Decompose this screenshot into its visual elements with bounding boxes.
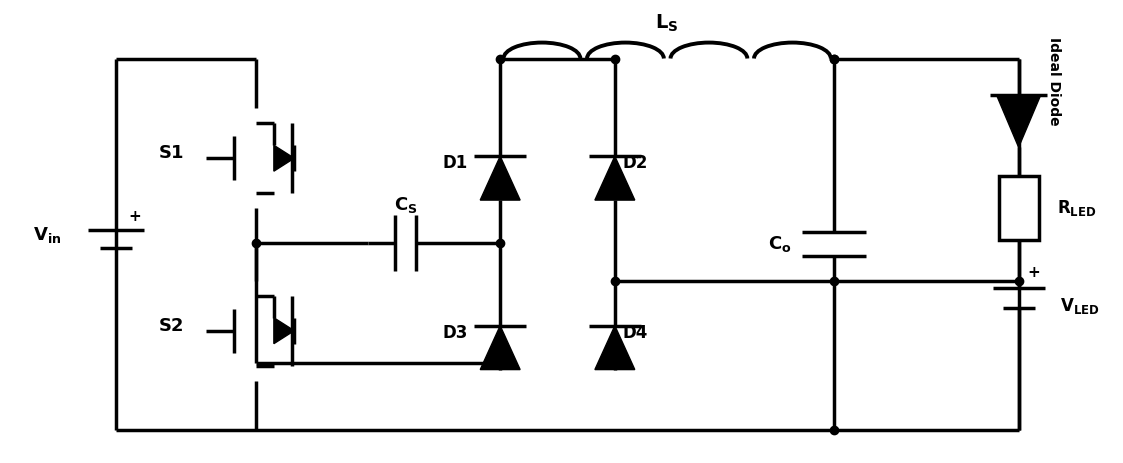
Text: $\mathbf{V_{LED}}$: $\mathbf{V_{LED}}$ [1060, 296, 1101, 316]
Text: $\mathbf{R_{LED}}$: $\mathbf{R_{LED}}$ [1057, 198, 1096, 218]
Text: D4: D4 [623, 324, 648, 342]
Text: +: + [128, 208, 140, 224]
Text: $\mathbf{V_{in}}$: $\mathbf{V_{in}}$ [33, 225, 62, 245]
Polygon shape [274, 145, 294, 171]
Text: D2: D2 [623, 154, 648, 172]
Polygon shape [595, 156, 634, 200]
Text: +: + [1028, 265, 1040, 281]
Text: $\mathbf{C_S}$: $\mathbf{C_S}$ [394, 195, 418, 215]
Text: Ideal Diode: Ideal Diode [1047, 37, 1060, 126]
Polygon shape [481, 156, 520, 200]
Text: $\mathbf{L_S}$: $\mathbf{L_S}$ [656, 13, 679, 34]
Text: D1: D1 [442, 154, 468, 172]
Text: S1: S1 [158, 144, 184, 162]
Polygon shape [274, 318, 294, 344]
Text: D3: D3 [442, 324, 468, 342]
Text: S2: S2 [158, 317, 184, 335]
Polygon shape [481, 325, 520, 369]
FancyBboxPatch shape [998, 176, 1039, 240]
Text: $\mathbf{C_o}$: $\mathbf{C_o}$ [768, 234, 791, 255]
Polygon shape [997, 95, 1041, 147]
Polygon shape [595, 325, 634, 369]
